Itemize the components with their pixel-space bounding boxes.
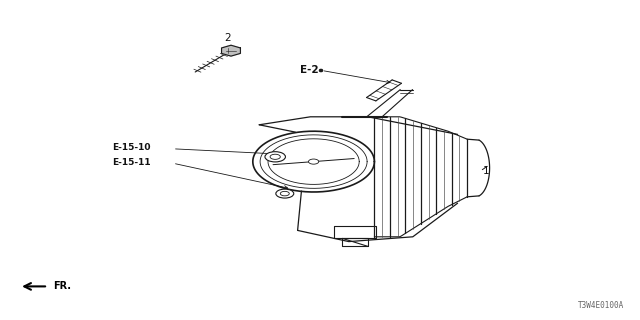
Polygon shape xyxy=(221,45,241,56)
Circle shape xyxy=(276,189,294,198)
Text: FR.: FR. xyxy=(53,281,71,292)
Circle shape xyxy=(270,154,280,159)
Text: E-2: E-2 xyxy=(300,65,318,75)
Text: 1: 1 xyxy=(483,166,490,176)
Text: T3W4E0100A: T3W4E0100A xyxy=(578,301,624,310)
Circle shape xyxy=(308,159,319,164)
Text: E-15-10: E-15-10 xyxy=(112,143,150,152)
Text: 2: 2 xyxy=(224,33,230,43)
Circle shape xyxy=(265,152,285,162)
Text: E-15-11: E-15-11 xyxy=(112,158,150,167)
Circle shape xyxy=(280,191,289,196)
